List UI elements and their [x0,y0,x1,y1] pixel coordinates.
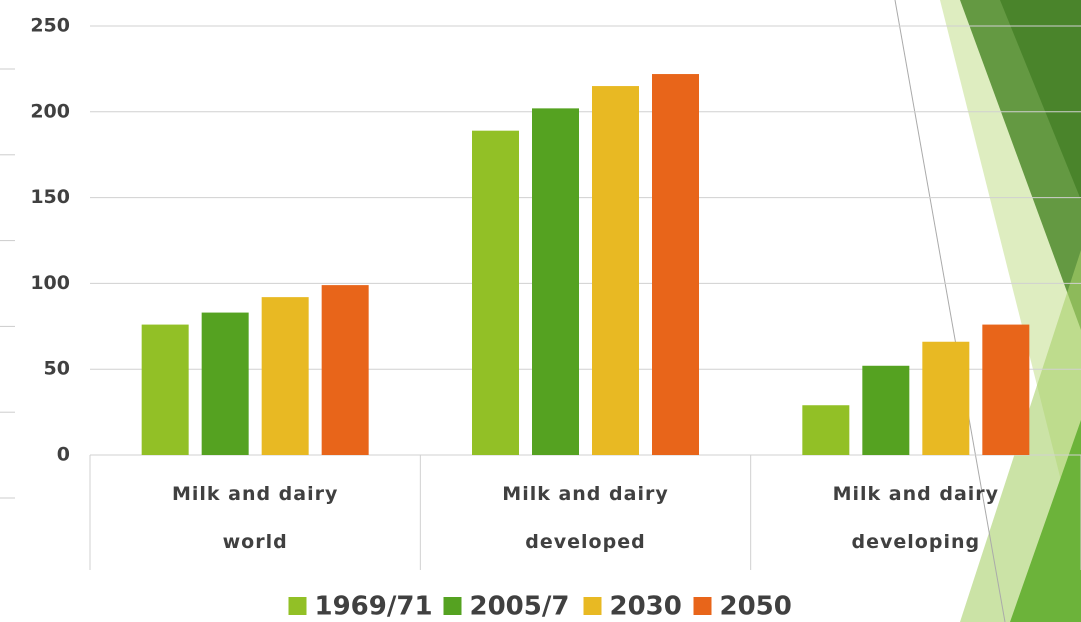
y-tick-label: 100 [30,272,70,294]
legend-label: 2050 [720,592,792,622]
bar [472,130,519,455]
legend-swatch [288,597,307,615]
bar [652,74,699,455]
bar [982,324,1030,455]
legend-label: 1969/71 [315,592,433,622]
bar [922,341,970,455]
legend-label: 2030 [610,592,682,622]
legend-swatch [583,597,602,615]
bar [802,405,850,455]
bar [261,297,309,455]
y-tick-label: 150 [30,186,70,208]
bar [141,324,189,455]
bar [201,312,249,455]
bar [592,86,639,455]
y-tick-label: 250 [30,15,70,37]
x-tick-label: Milk and dairy developing [832,483,1000,553]
bar [532,108,579,456]
legend-label: 2005/7 [470,592,570,622]
bar [862,365,910,455]
x-tick-label: Milk and dairy developed [502,483,669,553]
legend-swatch [443,597,462,615]
x-tick-label: Milk and dairy world [171,483,339,553]
y-tick-label: 50 [44,358,70,380]
bar [321,285,369,455]
y-tick-label: 200 [30,100,70,122]
legend-swatch [693,597,712,615]
y-tick-label: 0 [57,444,70,466]
